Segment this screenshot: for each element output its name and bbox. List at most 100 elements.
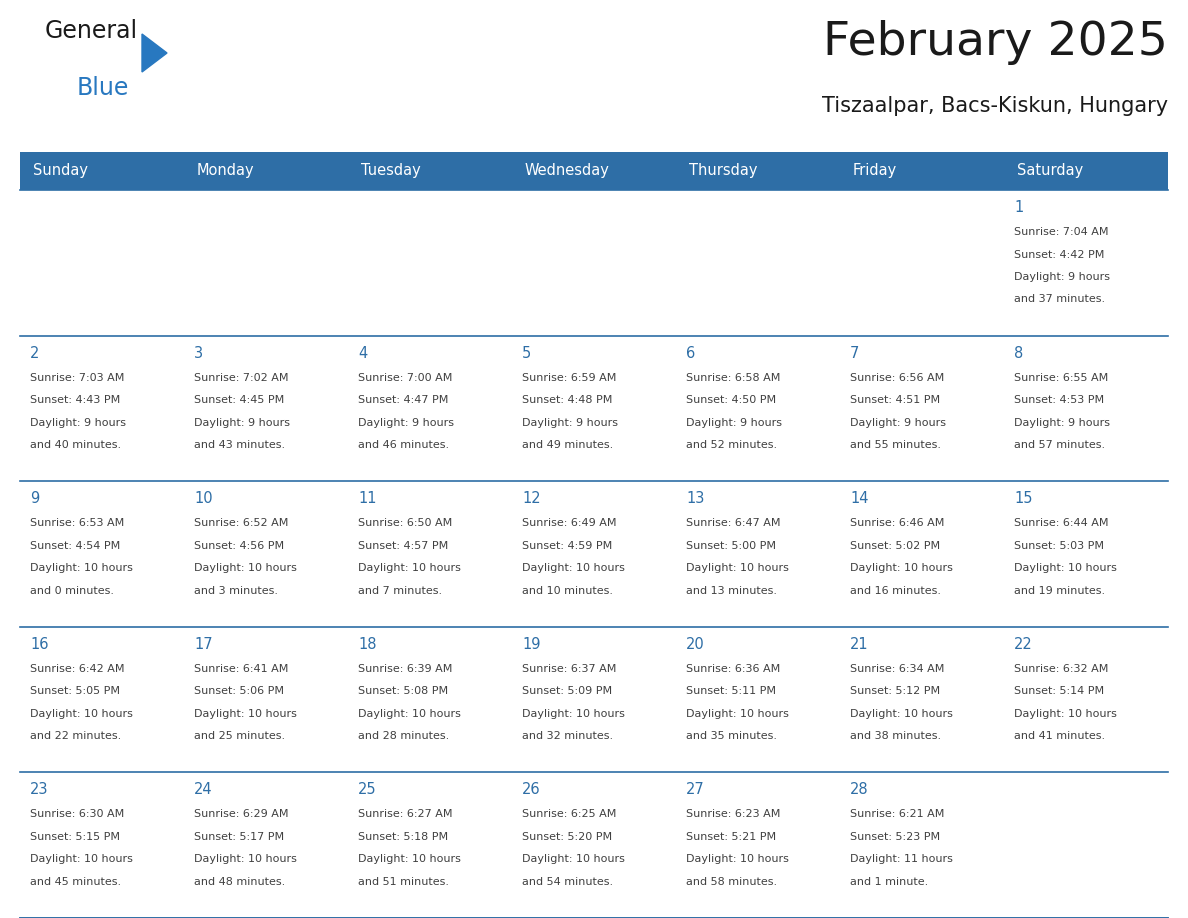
Text: Sunrise: 6:29 AM: Sunrise: 6:29 AM (194, 810, 289, 820)
Text: Sunrise: 6:47 AM: Sunrise: 6:47 AM (685, 518, 781, 528)
Text: and 54 minutes.: and 54 minutes. (522, 877, 613, 887)
Text: Daylight: 9 hours: Daylight: 9 hours (1015, 272, 1110, 282)
Text: Sunrise: 6:27 AM: Sunrise: 6:27 AM (358, 810, 453, 820)
Bar (184, 772, 348, 918)
Text: 7: 7 (849, 345, 859, 361)
Text: Sunset: 4:48 PM: Sunset: 4:48 PM (522, 395, 612, 405)
Text: Daylight: 10 hours: Daylight: 10 hours (358, 855, 461, 865)
Bar (20, 152, 1168, 190)
Text: and 25 minutes.: and 25 minutes. (194, 732, 285, 742)
Text: Sunset: 4:43 PM: Sunset: 4:43 PM (30, 395, 120, 405)
Text: Daylight: 10 hours: Daylight: 10 hours (522, 855, 625, 865)
Text: Sunset: 5:05 PM: Sunset: 5:05 PM (30, 687, 120, 696)
Text: and 43 minutes.: and 43 minutes. (194, 440, 285, 450)
Text: Sunrise: 6:56 AM: Sunrise: 6:56 AM (849, 373, 944, 383)
Text: Sunset: 5:11 PM: Sunset: 5:11 PM (685, 687, 776, 696)
Bar (184, 190, 348, 336)
Text: Sunrise: 6:21 AM: Sunrise: 6:21 AM (849, 810, 944, 820)
Text: Daylight: 11 hours: Daylight: 11 hours (849, 855, 953, 865)
Text: 1: 1 (1015, 200, 1023, 215)
Text: Sunrise: 6:59 AM: Sunrise: 6:59 AM (522, 373, 617, 383)
Text: Sunset: 5:08 PM: Sunset: 5:08 PM (358, 687, 448, 696)
Text: 17: 17 (194, 637, 213, 652)
Text: Sunrise: 6:39 AM: Sunrise: 6:39 AM (358, 664, 453, 674)
Text: Sunrise: 7:03 AM: Sunrise: 7:03 AM (30, 373, 125, 383)
Text: 25: 25 (358, 782, 377, 798)
Text: and 16 minutes.: and 16 minutes. (849, 586, 941, 596)
Bar (512, 627, 676, 772)
Text: Wednesday: Wednesday (525, 163, 609, 178)
Text: and 46 minutes.: and 46 minutes. (358, 440, 449, 450)
Text: Sunset: 4:45 PM: Sunset: 4:45 PM (194, 395, 284, 405)
Text: 27: 27 (685, 782, 704, 798)
Text: and 7 minutes.: and 7 minutes. (358, 586, 442, 596)
Bar (512, 336, 676, 481)
Text: Daylight: 9 hours: Daylight: 9 hours (1015, 418, 1110, 428)
Text: 9: 9 (30, 491, 39, 506)
Text: Daylight: 10 hours: Daylight: 10 hours (194, 564, 297, 573)
Bar (840, 481, 1004, 627)
Text: Sunset: 5:02 PM: Sunset: 5:02 PM (849, 541, 940, 551)
Text: Sunrise: 6:53 AM: Sunrise: 6:53 AM (30, 518, 125, 528)
Text: 11: 11 (358, 491, 377, 506)
Text: 19: 19 (522, 637, 541, 652)
Text: Daylight: 10 hours: Daylight: 10 hours (194, 709, 297, 719)
Text: and 37 minutes.: and 37 minutes. (1015, 295, 1105, 305)
Text: Saturday: Saturday (1017, 163, 1083, 178)
Text: Daylight: 10 hours: Daylight: 10 hours (522, 709, 625, 719)
Text: Sunset: 5:20 PM: Sunset: 5:20 PM (522, 832, 612, 842)
Bar (20, 152, 1168, 156)
Bar (1004, 481, 1168, 627)
Bar (676, 336, 840, 481)
Text: and 32 minutes.: and 32 minutes. (522, 732, 613, 742)
Bar (20, 627, 184, 772)
Text: Sunset: 4:42 PM: Sunset: 4:42 PM (1015, 250, 1105, 260)
Bar (676, 627, 840, 772)
Text: February 2025: February 2025 (823, 20, 1168, 65)
Text: 4: 4 (358, 345, 367, 361)
Text: Daylight: 10 hours: Daylight: 10 hours (30, 855, 133, 865)
Text: Sunrise: 6:52 AM: Sunrise: 6:52 AM (194, 518, 289, 528)
Text: Daylight: 10 hours: Daylight: 10 hours (30, 564, 133, 573)
Text: and 48 minutes.: and 48 minutes. (194, 877, 285, 887)
Text: 15: 15 (1015, 491, 1032, 506)
Bar (1004, 627, 1168, 772)
Text: Daylight: 10 hours: Daylight: 10 hours (358, 709, 461, 719)
Text: Sunrise: 6:58 AM: Sunrise: 6:58 AM (685, 373, 781, 383)
Text: 21: 21 (849, 637, 868, 652)
Text: and 52 minutes.: and 52 minutes. (685, 440, 777, 450)
Text: and 40 minutes.: and 40 minutes. (30, 440, 121, 450)
Text: and 58 minutes.: and 58 minutes. (685, 877, 777, 887)
Text: 6: 6 (685, 345, 695, 361)
Text: and 38 minutes.: and 38 minutes. (849, 732, 941, 742)
Text: Sunrise: 6:55 AM: Sunrise: 6:55 AM (1015, 373, 1108, 383)
Text: 23: 23 (30, 782, 49, 798)
Text: Sunrise: 6:41 AM: Sunrise: 6:41 AM (194, 664, 289, 674)
Text: Daylight: 10 hours: Daylight: 10 hours (685, 564, 789, 573)
Text: Sunday: Sunday (33, 163, 88, 178)
Text: Sunrise: 7:04 AM: Sunrise: 7:04 AM (1015, 227, 1108, 237)
Text: and 45 minutes.: and 45 minutes. (30, 877, 121, 887)
Bar (840, 627, 1004, 772)
Text: 20: 20 (685, 637, 704, 652)
Bar (20, 772, 184, 918)
Text: Sunrise: 6:49 AM: Sunrise: 6:49 AM (522, 518, 617, 528)
Text: Daylight: 10 hours: Daylight: 10 hours (194, 855, 297, 865)
Text: and 0 minutes.: and 0 minutes. (30, 586, 114, 596)
Text: Daylight: 9 hours: Daylight: 9 hours (194, 418, 290, 428)
Text: Tuesday: Tuesday (361, 163, 421, 178)
Bar (184, 627, 348, 772)
Bar (348, 481, 512, 627)
Text: 16: 16 (30, 637, 49, 652)
Text: Sunrise: 6:37 AM: Sunrise: 6:37 AM (522, 664, 617, 674)
Text: Sunset: 5:06 PM: Sunset: 5:06 PM (194, 687, 284, 696)
Text: Sunset: 4:47 PM: Sunset: 4:47 PM (358, 395, 448, 405)
Bar (20, 190, 184, 336)
Text: and 51 minutes.: and 51 minutes. (358, 877, 449, 887)
Text: Sunrise: 6:23 AM: Sunrise: 6:23 AM (685, 810, 781, 820)
Text: Sunset: 5:17 PM: Sunset: 5:17 PM (194, 832, 284, 842)
Bar (676, 190, 840, 336)
Text: and 49 minutes.: and 49 minutes. (522, 440, 613, 450)
Text: Daylight: 10 hours: Daylight: 10 hours (522, 564, 625, 573)
Text: Sunset: 4:50 PM: Sunset: 4:50 PM (685, 395, 776, 405)
